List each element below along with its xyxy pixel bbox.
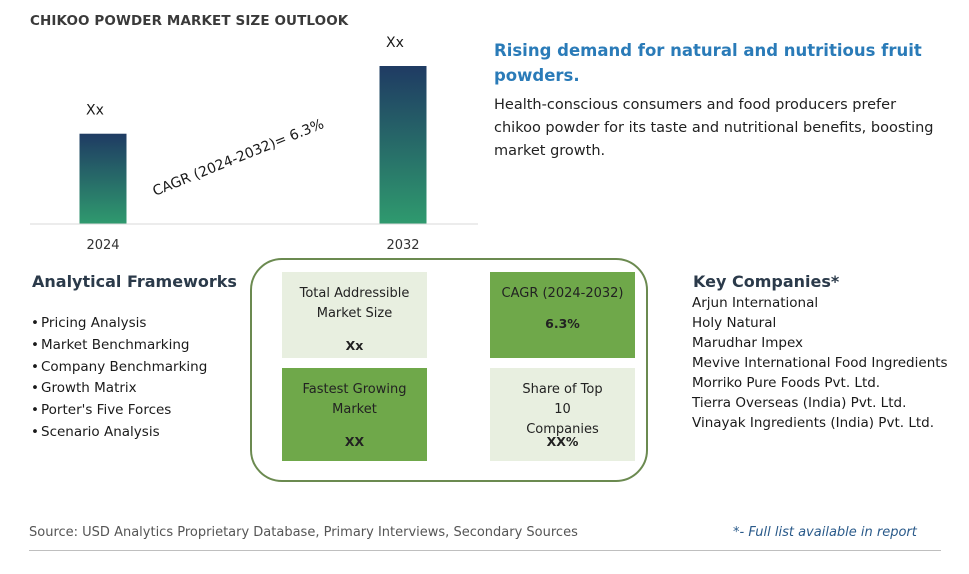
list-item: • Pricing Analysis xyxy=(31,315,147,331)
headline: Rising demand for natural and nutritious… xyxy=(494,41,922,85)
metric-total-addressable-market: Total Addressible Market Size Xx xyxy=(282,272,427,358)
metric-top10-share: Share of Top 10 Companies XX% xyxy=(490,368,635,461)
list-item: Mevive International Food Ingredients xyxy=(692,355,948,371)
frameworks-list: • Pricing Analysis • Market Benchmarking •… xyxy=(31,313,207,444)
list-item: • Scenario Analysis xyxy=(31,423,160,440)
list-item: • Market Benchmarking xyxy=(31,336,190,353)
list-item: Morriko Pure Foods Pvt. Ltd. xyxy=(692,375,881,391)
bar-value-label: Xx xyxy=(386,35,404,51)
description: Health-conscious consumers and food prod… xyxy=(494,97,934,159)
list-item: Arjun International xyxy=(692,295,819,311)
x-tick-label: 2032 xyxy=(386,238,419,253)
companies-title: Key Companies* xyxy=(693,272,840,291)
page-title: CHIKOO POWDER MARKET SIZE OUTLOOK xyxy=(30,13,349,29)
source-note: Source: USD Analytics Proprietary Databa… xyxy=(29,525,578,540)
list-item: • Growth Matrix xyxy=(31,380,137,397)
x-tick-label: 2024 xyxy=(86,238,119,253)
metric-fastest-growing-market: Fastest Growing Market XX xyxy=(282,368,427,461)
metric-cagr: CAGR (2024-2032) 6.3% xyxy=(490,272,635,358)
companies-list: Arjun International Holy Natural Marudha… xyxy=(692,293,948,433)
list-item: Vinayak Ingredients (India) Pvt. Ltd. xyxy=(692,415,934,431)
list-item: Tierra Overseas (India) Pvt. Ltd. xyxy=(692,395,907,411)
bar-2024 xyxy=(79,133,127,224)
footer-divider xyxy=(29,550,941,551)
bar-value-label: Xx xyxy=(86,103,104,119)
cagr-annotation: CAGR (2024-2032)= 6.3% xyxy=(151,116,327,199)
footnote: *- Full list available in report xyxy=(733,525,917,540)
bar-2032 xyxy=(379,66,427,224)
metrics-panel: Total Addressible Market Size Xx CAGR (2… xyxy=(250,258,648,482)
list-item: • Porter's Five Forces xyxy=(31,402,172,419)
frameworks-title: Analytical Frameworks xyxy=(32,272,237,291)
list-item: • Company Benchmarking xyxy=(31,358,208,375)
market-size-chart: Xx 2024 Xx 2032 CAGR (2024-2032)= 6.3% xyxy=(30,35,478,253)
list-item: Holy Natural xyxy=(692,315,777,331)
list-item: Marudhar Impex xyxy=(692,335,804,351)
